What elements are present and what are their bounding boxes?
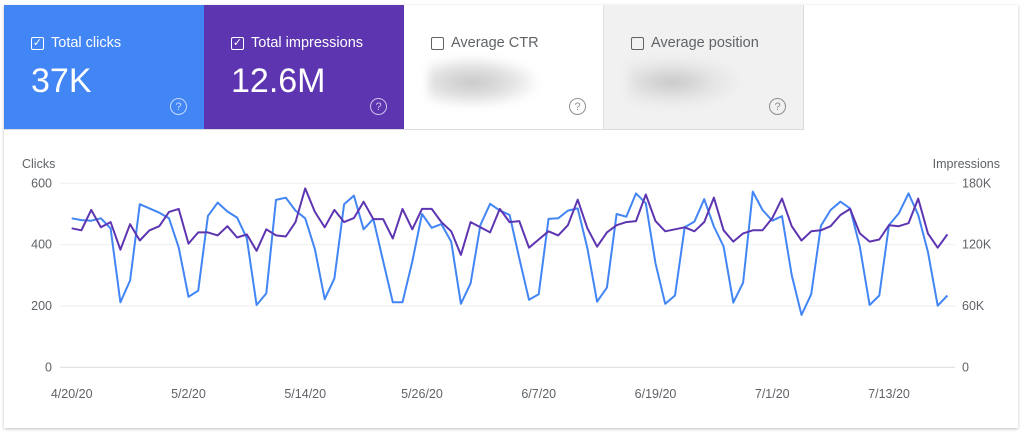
card-label: Total impressions: [251, 35, 364, 51]
x-tick: 6/19/20: [635, 387, 677, 401]
card-average-ctr[interactable]: Average CTR ?: [404, 5, 604, 129]
card-label: Average CTR: [451, 35, 539, 51]
metric-cards: ✓ Total clicks 37K ? ✓ Total impressions 1…: [4, 5, 804, 130]
x-tick: 7/1/20: [755, 387, 790, 401]
checkbox-unchecked-icon[interactable]: [631, 36, 644, 50]
help-icon[interactable]: ?: [170, 98, 187, 115]
card-total-clicks[interactable]: ✓ Total clicks 37K ?: [4, 5, 204, 129]
checkbox-unchecked-icon[interactable]: [431, 36, 444, 50]
series-line-clicks: [71, 190, 949, 316]
y-tick-left: 600: [31, 176, 52, 190]
y-tick-right: 180K: [962, 176, 992, 190]
y-axis-left-label: Clicks: [22, 157, 55, 171]
y-tick-right: 0: [962, 360, 969, 374]
y-axis-right-label: Impressions: [933, 157, 1000, 171]
y-tick-right: 60K: [962, 299, 985, 313]
card-average-position[interactable]: Average position ?: [604, 5, 804, 129]
x-tick: 5/26/20: [401, 387, 443, 401]
x-tick: 7/13/20: [868, 387, 910, 401]
card-value: 12.6M: [231, 62, 326, 100]
checkbox-checked-icon[interactable]: ✓: [231, 36, 244, 50]
card-total-impressions[interactable]: ✓ Total impressions 12.6M ?: [204, 5, 404, 129]
blurred-value: [628, 57, 738, 107]
help-icon[interactable]: ?: [370, 98, 387, 115]
x-tick: 5/14/20: [284, 387, 326, 401]
y-tick-right: 120K: [962, 238, 992, 252]
card-value: 37K: [31, 62, 92, 100]
checkbox-checked-icon[interactable]: ✓: [31, 36, 44, 50]
series-line-impressions: [71, 187, 949, 256]
card-label: Total clicks: [51, 35, 122, 51]
performance-panel: ✓ Total clicks 37K ? ✓ Total impressions 1…: [4, 5, 1018, 428]
card-label: Average position: [651, 35, 759, 51]
x-tick: 5/2/20: [171, 387, 206, 401]
x-tick: 4/20/20: [51, 387, 93, 401]
blurred-value: [428, 57, 538, 107]
x-tick: 6/7/20: [521, 387, 556, 401]
help-icon[interactable]: ?: [769, 98, 786, 115]
help-icon[interactable]: ?: [569, 98, 586, 115]
y-tick-left: 400: [31, 238, 52, 252]
y-tick-left: 200: [31, 299, 52, 313]
y-tick-left: 0: [45, 360, 52, 374]
